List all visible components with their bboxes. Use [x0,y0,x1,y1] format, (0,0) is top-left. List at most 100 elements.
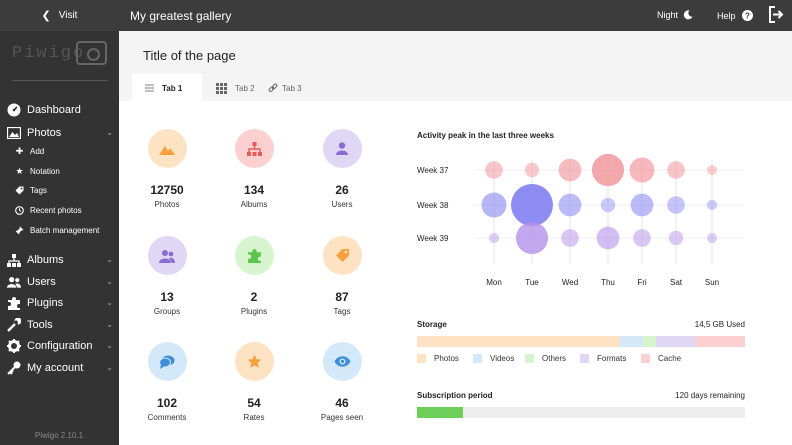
stat-plugins[interactable]: 2 Plugins [219,236,289,316]
x-tick-label: Tue [525,278,539,287]
activity-bubble[interactable] [524,162,540,178]
activity-bubble[interactable] [558,193,582,217]
activity-bubble[interactable] [630,193,654,217]
legend-swatch [641,354,650,363]
visit-link[interactable]: ❮ Visit [0,0,119,31]
sidebar-item-my-account[interactable]: My account ⌄ [7,361,113,375]
stat-pages-seen[interactable]: 46 Pages seen [307,342,377,422]
chevron-down-icon: ⌄ [106,277,113,286]
version-label: Piwigo 2.10.1 [35,431,84,440]
pages-seen-icon [322,342,362,381]
photos-icon [147,129,187,168]
pin-icon [15,226,24,235]
plugins-icon [7,296,21,310]
sidebar-subitem-tags[interactable]: Tags [15,186,47,195]
activity-title: Activity peak in the last three weeks [417,131,554,140]
chevron-left-icon: ❮ [41,10,51,22]
activity-bubble[interactable] [481,192,507,218]
sidebar-subitem-notation[interactable]: ★ Notation [15,166,60,176]
stat-value: 12750 [150,183,184,197]
night-mode-toggle[interactable]: Night [657,10,693,20]
stat-groups[interactable]: 13 Groups [132,236,202,316]
chevron-down-icon: ⌄ [106,341,113,350]
sidebar-item-dashboard[interactable]: Dashboard [7,103,113,117]
storage-segment-cache[interactable] [695,336,745,347]
chevron-down-icon: ⌄ [106,320,113,329]
activity-bubble[interactable] [633,229,651,247]
piwigo-logo[interactable]: Piwigo [12,40,107,68]
y-tick-label: Week 38 [417,201,449,210]
activity-bubble[interactable] [596,226,620,250]
stat-albums[interactable]: 134 Albums [219,129,289,209]
activity-bubble[interactable] [629,157,655,183]
y-tick-label: Week 37 [417,166,449,175]
activity-bubble[interactable] [667,161,685,179]
legend-item-videos: Videos [473,354,514,363]
sidebar-item-configuration[interactable]: Configuration ⌄ [7,339,113,353]
sidebar: Piwigo Dashboard Photos ⌄ ✚ Add ★ Notati… [0,31,119,445]
activity-bubble[interactable] [558,158,582,182]
activity-chart: Week 37 Week 38 Week 39 Mon Tue Wed Thu Fri Sat S… [417,153,744,287]
tab-bar: Tab 1 Tab 2 Tab 3 [132,74,312,102]
activity-bubble[interactable] [561,229,579,247]
stat-users[interactable]: 26 Users [307,129,377,209]
legend-item-others: Others [525,354,566,363]
chevron-down-icon: ⌄ [106,298,113,307]
stat-rates[interactable]: 54 Rates [219,342,289,422]
tag-icon [15,186,24,195]
activity-bubble[interactable] [485,161,503,179]
stat-label: Plugins [240,307,268,316]
activity-bubble[interactable] [600,197,616,213]
photos-icon [7,126,21,140]
gallery-title: My greatest gallery [130,9,232,23]
logout-button[interactable] [768,6,784,23]
tools-icon [7,318,21,332]
sidebar-item-albums[interactable]: Albums ⌄ [7,253,113,267]
stat-value: 134 [243,183,265,197]
sidebar-item-tools[interactable]: Tools ⌄ [7,318,113,332]
tab-3[interactable]: Tab 3 [268,74,302,102]
activity-bubble[interactable] [488,232,500,244]
activity-bubble[interactable] [515,221,549,255]
stat-comments[interactable]: 102 Comments [132,342,202,422]
x-tick-label: Mon [486,278,502,287]
sidebar-item-plugins[interactable]: Plugins ⌄ [7,296,113,310]
albums-icon [7,253,21,267]
sidebar-item-photos[interactable]: Photos ⌄ [7,126,113,140]
dashboard-panel [119,101,792,445]
sidebar-item-users[interactable]: Users ⌄ [7,275,113,289]
storage-segment-videos[interactable] [620,336,644,347]
subscription-label: Subscription period [417,391,493,400]
stat-label: Users [331,200,353,209]
activity-bubble[interactable] [668,230,684,246]
tab-2[interactable]: Tab 2 [216,74,255,102]
storage-segment-formats[interactable] [656,336,696,347]
help-link[interactable]: Help ? [717,10,753,21]
sidebar-subitem-batch-management[interactable]: Batch management [15,226,99,235]
rates-icon [234,342,274,381]
sidebar-subitem-add[interactable]: ✚ Add [15,146,45,156]
stat-value: 54 [247,396,261,410]
stat-value: 26 [335,183,349,197]
tab-1[interactable]: Tab 1 [132,74,202,102]
activity-bubble[interactable] [667,196,685,214]
stat-photos[interactable]: 12750 Photos [132,129,202,209]
activity-bubble[interactable] [706,199,718,211]
sidebar-subitem-recent-photos[interactable]: Recent photos [15,206,82,215]
activity-bubble[interactable] [511,184,553,226]
legend-item-photos: Photos [417,354,459,363]
activity-bubble[interactable] [706,232,718,244]
stat-label: Groups [153,307,181,316]
configuration-icon [7,339,21,353]
stat-tags[interactable]: 87 Tags [307,236,377,316]
storage-segment-others[interactable] [643,336,657,347]
activity-bubble[interactable] [706,164,718,176]
legend-swatch [580,354,589,363]
help-label: Help [717,10,736,21]
y-tick-label: Week 39 [417,234,449,243]
stat-label: Pages seen [320,413,364,422]
storage-segment-photos[interactable] [417,336,621,347]
legend-label: Videos [490,354,515,363]
activity-bubble[interactable] [591,153,625,187]
comments-icon [147,342,187,381]
